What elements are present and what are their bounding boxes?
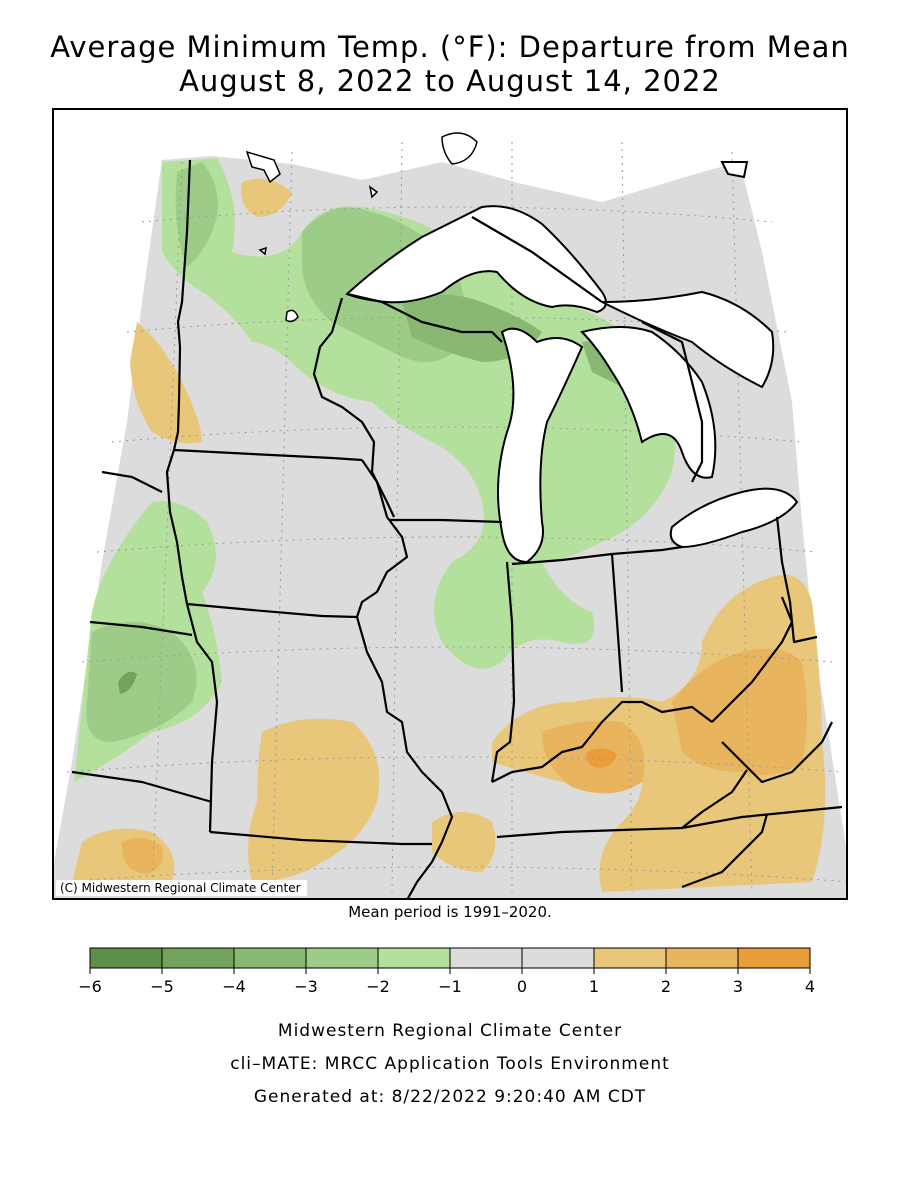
legend-bin [521, 947, 595, 969]
anomaly-region [121, 838, 163, 874]
legend-tick-label: 2 [661, 977, 671, 996]
lake-ontario-edge [720, 161, 749, 179]
anomaly-region [86, 622, 197, 742]
anomaly-region [586, 748, 617, 768]
coastlines [501, 291, 703, 343]
legend-ticks: −6 −5 −4 −3 −2 −1 0 1 2 3 4 [78, 968, 815, 996]
lake-huron [580, 326, 717, 479]
map-title: Average Minimum Temp. (°F): Departure fr… [50, 30, 850, 64]
legend-tick-label: −2 [366, 977, 390, 996]
state-boundaries [71, 159, 843, 898]
legend-bin [593, 947, 667, 969]
map-canvas [54, 132, 846, 898]
color-legend: −6 −5 −4 −3 −2 −1 0 1 2 3 4 [78, 947, 815, 996]
copyright-label: (C) Midwestern Regional Climate Center [56, 880, 307, 896]
legend-bin [89, 947, 163, 969]
legend-bins [89, 947, 811, 969]
islands [245, 132, 478, 323]
legend-tick-label: −1 [438, 977, 462, 996]
legend-bin [377, 947, 451, 969]
legend-tick-label: 3 [733, 977, 743, 996]
mean-period-note: Mean period is 1991–2020. [348, 903, 552, 921]
anomaly-region [118, 671, 137, 694]
legend-tick-label: 0 [517, 977, 527, 996]
anomaly-region [241, 178, 292, 217]
legend-tick-label: 4 [805, 977, 815, 996]
map-date-range: August 8, 2022 to August 14, 2022 [179, 64, 721, 98]
legend-bin [737, 947, 811, 969]
anomaly-region [130, 322, 202, 444]
legend-tick-label: −6 [78, 977, 102, 996]
legend-bin [233, 947, 307, 969]
legend-tick-label: −5 [150, 977, 174, 996]
anomaly-region [162, 158, 676, 669]
map-panel: (C) Midwestern Regional Climate Center [52, 108, 848, 900]
anomaly-region [672, 648, 807, 776]
credit-generated-time: Generated at: 8/22/2022 9:20:40 AM CDT [253, 1087, 647, 1107]
legend-bin [449, 947, 523, 969]
great-lakes [345, 161, 799, 564]
legend-tick-label: −3 [294, 977, 318, 996]
credit-organization: Midwestern Regional Climate Center [277, 1021, 623, 1041]
warm-anomaly-regions-stronger [121, 648, 807, 874]
credit-tool: cli–MATE: MRCC Application Tools Environ… [230, 1054, 670, 1074]
legend-bin [305, 947, 379, 969]
lake-superior [345, 205, 607, 314]
legend-bin [665, 947, 739, 969]
legend-tick-label: −4 [222, 977, 246, 996]
legend-bin [161, 947, 235, 969]
lake-michigan [497, 327, 584, 564]
legend-tick-label: 1 [589, 977, 599, 996]
